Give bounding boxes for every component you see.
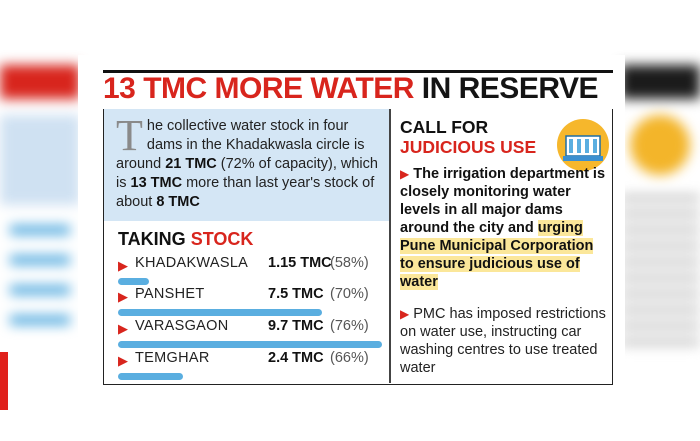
taking-stock-title: TAKING STOCK [118,229,253,250]
call-title: CALL FOR JUDICIOUS USE [400,117,536,157]
dam-name: TEMGHAR [135,350,210,366]
arrow-icon: ▶ [400,307,410,321]
para1-text: The irrigation department is closely mon… [400,166,606,236]
headline-black-text: IN RESERVE [421,72,599,105]
dam-row: ▶ PANSHET 7.5 TMC (70%) [118,286,388,306]
call-title-a: CALL FOR [400,117,489,137]
arrow-icon: ▶ [118,289,128,304]
blurred-right-background [620,55,700,385]
dam-row: ▶ VARASGAON 9.7 TMC (76%) [118,318,388,338]
column-divider [389,109,391,383]
dropcap: T [116,111,143,160]
dam-percent: (70%) [330,286,369,302]
intro-text-a: he collective water stock in four dams i… [116,118,365,172]
dam-bar [118,309,322,316]
arrow-icon: ▶ [118,321,128,336]
logo-badge [0,352,8,410]
headline-red-text: 13 TMC MORE WATER [103,72,414,105]
dam-row: ▶ TEMGHAR 2.4 TMC (66%) [118,350,388,370]
intro-bold-1: 21 TMC [165,156,217,172]
headline-rule [103,70,613,73]
intro-bold-2: 13 TMC [130,175,183,191]
dam-icon [557,119,609,171]
dam-amount: 7.5 TMC [268,286,324,302]
dam-percent: (58%) [330,255,369,271]
call-title-b: JUDICIOUS USE [400,137,537,157]
intro-text-b: (72% of capacity), which is [116,156,378,191]
arrow-icon: ▶ [118,353,128,368]
dam-amount: 1.15 TMC [268,255,332,271]
call-paragraph-2: ▶ PMC has imposed restrictions on water … [400,305,610,377]
intro-text-c: more than last year's stock of about [116,175,375,210]
dam-name: KHADAKWASLA [135,255,249,271]
arrow-icon: ▶ [400,167,410,181]
dam-percent: (66%) [330,350,369,366]
dam-bar [118,373,183,380]
blurred-left-background [0,55,80,385]
arrow-icon: ▶ [118,258,128,273]
dam-amount: 2.4 TMC [268,350,324,366]
dam-bar [118,341,382,348]
dam-name: PANSHET [135,286,205,302]
dam-name: VARASGAON [135,318,229,334]
dam-amount: 9.7 TMC [268,318,324,334]
dam-row: ▶ KHADAKWASLA 1.15 TMC (58%) [118,255,388,275]
dam-percent: (76%) [330,318,369,334]
headline: 13 TMC MORE WATER IN RESERVE [103,71,613,107]
intro-bold-3: 8 TMC [156,194,200,210]
taking-stock-title-a: TAKING [118,229,186,249]
taking-stock-title-b: STOCK [190,229,254,249]
call-paragraph-1: ▶ The irrigation department is closely m… [400,165,610,291]
dam-bar [118,278,149,285]
para2-text: PMC has imposed restrictions on water us… [400,306,606,376]
